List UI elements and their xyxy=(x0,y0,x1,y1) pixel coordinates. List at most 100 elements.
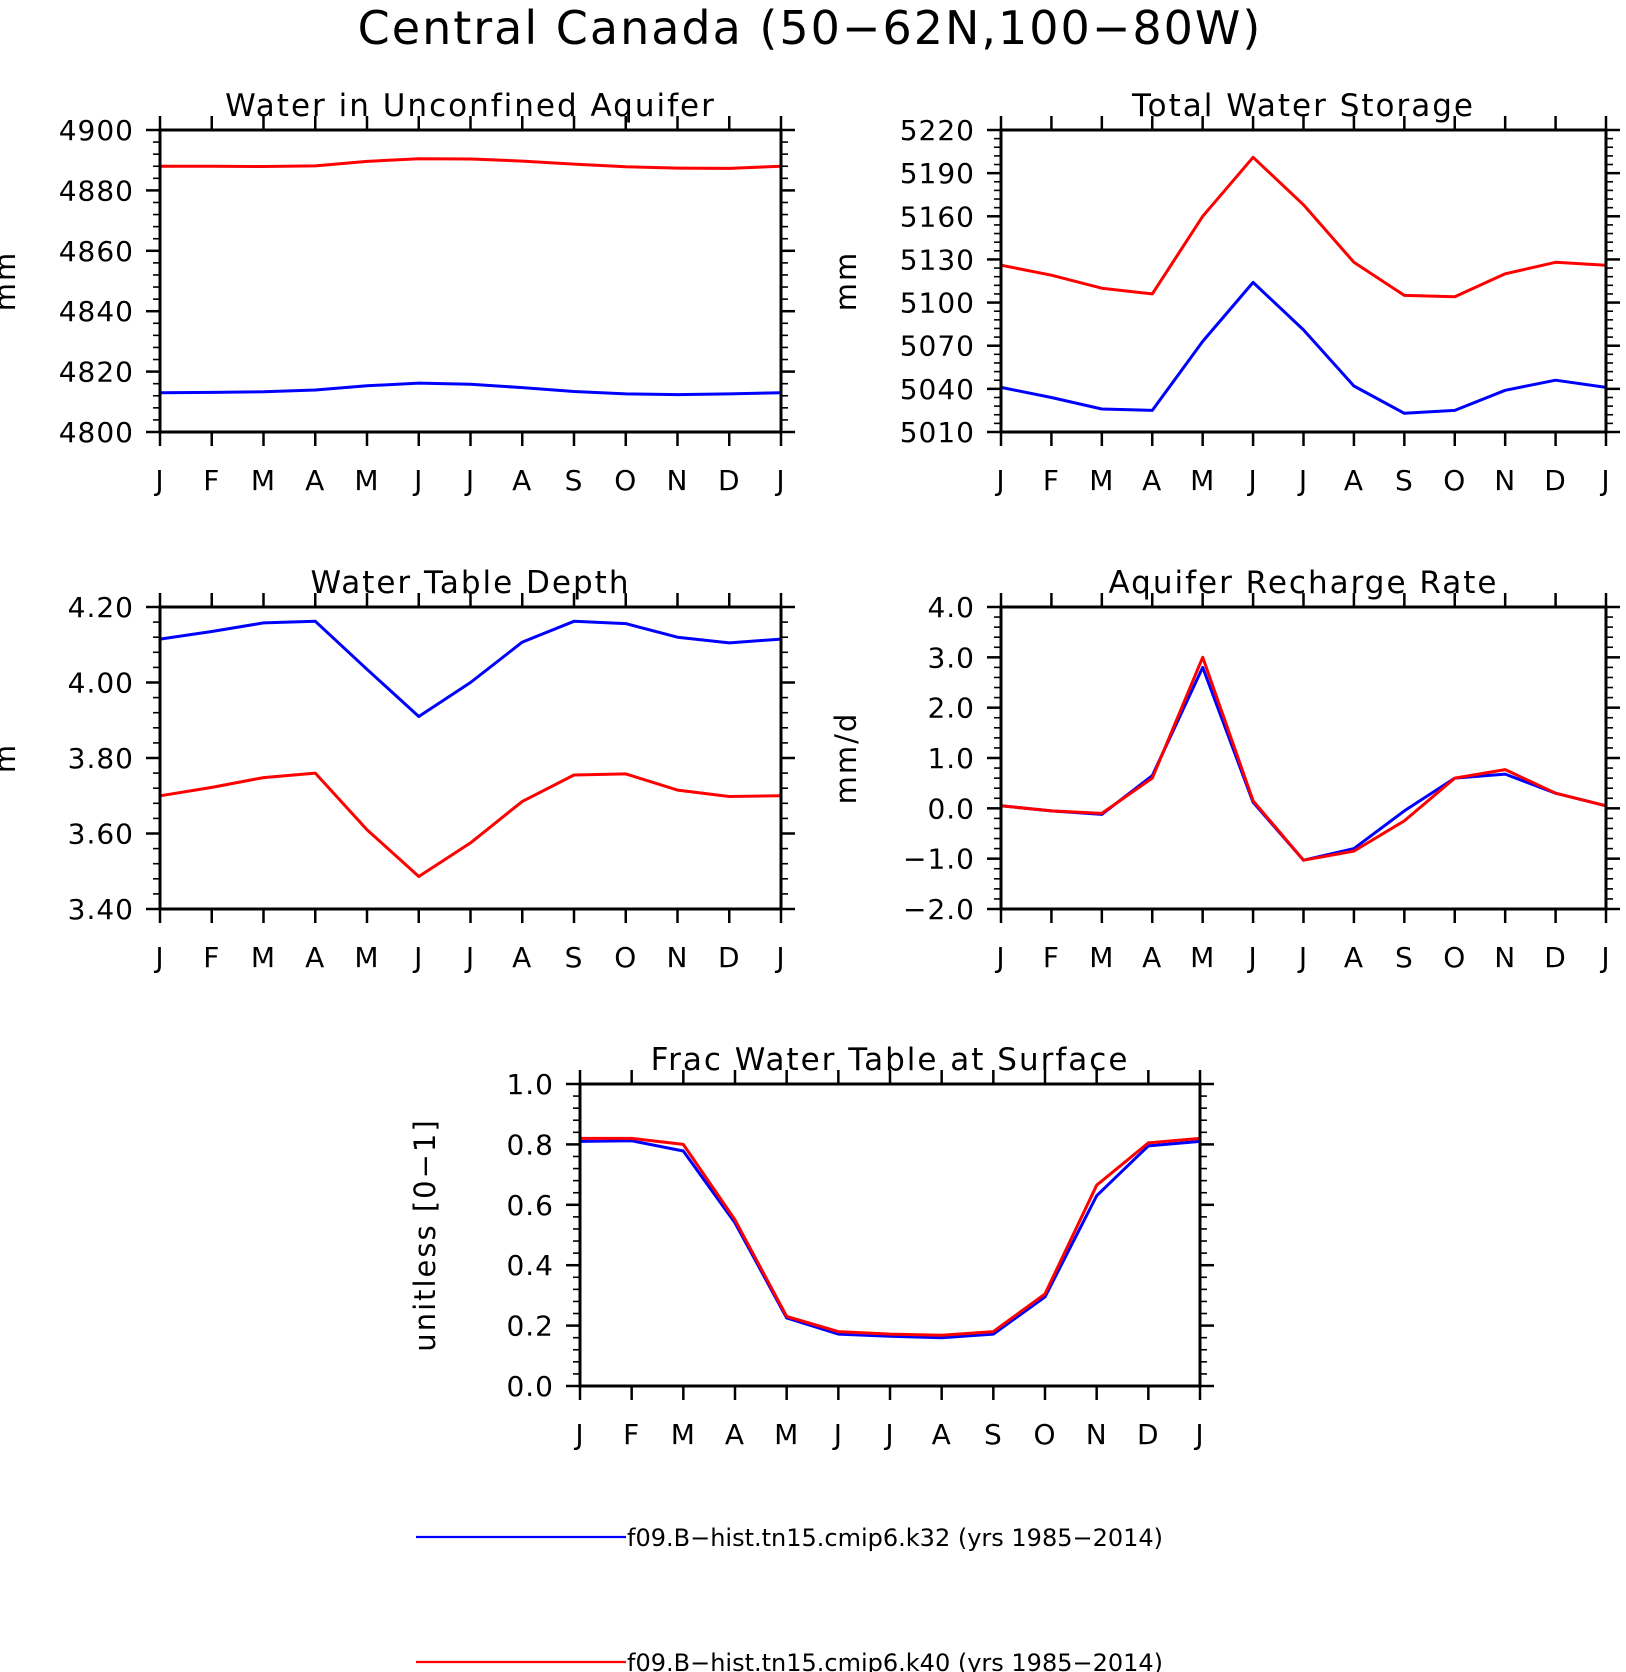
y-tick-label: 5160 xyxy=(900,200,975,233)
y-tick-label: 0.2 xyxy=(506,1310,554,1343)
x-tick-label: N xyxy=(1086,1418,1108,1451)
x-tick-label: O xyxy=(1443,464,1466,497)
y-tick-label: 3.0 xyxy=(927,641,975,674)
x-tick-label: D xyxy=(1544,464,1567,497)
chart-panel-2: Total Water Storage mm 5010 5040 5070 5100 513… xyxy=(829,88,1620,497)
y-tick-label: 4800 xyxy=(59,416,134,449)
x-tick-label: F xyxy=(203,464,220,497)
x-tick-label: J xyxy=(464,464,475,497)
y-axis-label: mm xyxy=(0,251,22,312)
x-tick-label: J xyxy=(883,1418,894,1451)
series-line-k32 xyxy=(158,381,783,397)
x-tick-label: M xyxy=(354,464,379,497)
x-tick-label: A xyxy=(512,464,532,497)
x-tick-label: N xyxy=(1494,464,1516,497)
y-tick-label: −2.0 xyxy=(903,893,975,926)
y-tick-label: 0.6 xyxy=(506,1189,554,1222)
x-tick-label: S xyxy=(1395,941,1414,974)
x-tick-label: J xyxy=(573,1418,584,1451)
x-tick-label: O xyxy=(614,941,637,974)
y-tick-label: 1.0 xyxy=(927,742,975,775)
x-tick-label: D xyxy=(718,941,741,974)
figure-title: Central Canada (50−62N,100−80W) xyxy=(358,1,1263,55)
x-tick-label: J xyxy=(153,464,164,497)
x-tick-label: A xyxy=(512,941,532,974)
legend-label-1: f09.B−hist.tn15.cmip6.k32 (yrs 1985−2014… xyxy=(627,1524,1163,1552)
panel-title: Total Water Storage xyxy=(1131,88,1475,124)
x-tick-label: J xyxy=(153,941,164,974)
x-tick-label: J xyxy=(832,1418,843,1451)
plot-frame xyxy=(578,1082,1202,1388)
plot-frame xyxy=(158,605,783,911)
y-axis-label: unitless [0−1] xyxy=(408,1118,442,1351)
x-tick-label: M xyxy=(774,1418,799,1451)
x-tick-label: N xyxy=(1494,941,1516,974)
y-tick-label: 0.0 xyxy=(506,1370,554,1403)
plot-frame xyxy=(999,128,1608,434)
x-tick-label: M xyxy=(671,1418,696,1451)
x-tick-label: A xyxy=(305,464,325,497)
series-line-k40 xyxy=(578,1136,1202,1337)
y-tick-label: 0.8 xyxy=(506,1128,554,1161)
plot-frame xyxy=(158,128,783,434)
x-tick-label: N xyxy=(667,941,689,974)
y-tick-label: 4820 xyxy=(59,356,134,389)
x-tick-label: J xyxy=(774,941,785,974)
x-tick-label: J xyxy=(412,941,423,974)
x-tick-label: J xyxy=(774,464,785,497)
y-tick-label: 5220 xyxy=(900,114,975,147)
y-tick-label: 0.4 xyxy=(506,1249,554,1282)
panels: Water in Unconfined Aquifermm48004820484… xyxy=(0,88,1620,1451)
y-axis-label: mm/d xyxy=(829,712,863,805)
x-tick-label: M xyxy=(1190,464,1215,497)
x-tick-label: A xyxy=(1344,464,1364,497)
x-tick-label: F xyxy=(1043,464,1060,497)
series-line-k40 xyxy=(158,771,783,878)
y-tick-label: 0.0 xyxy=(927,792,975,825)
y-tick-label: 4900 xyxy=(59,114,134,147)
x-tick-label: J xyxy=(1599,464,1610,497)
x-tick-label: J xyxy=(1599,941,1610,974)
y-axis-label: mm xyxy=(829,251,863,312)
series-line-k32 xyxy=(999,280,1608,415)
x-tick-label: O xyxy=(614,464,637,497)
x-tick-label: J xyxy=(412,464,423,497)
chart-panel-3: Water Table Depthm3.403.603.804.004.20JF… xyxy=(0,565,795,974)
x-tick-label: A xyxy=(1142,941,1162,974)
x-tick-label: O xyxy=(1443,941,1466,974)
plot-frame xyxy=(999,605,1608,911)
x-tick-label: F xyxy=(1043,941,1060,974)
x-tick-label: S xyxy=(984,1418,1003,1451)
x-tick-label: J xyxy=(994,464,1005,497)
chart-panel-4: Aquifer Recharge Ratemm/d−2.0−1.00.01.02… xyxy=(829,565,1620,974)
x-tick-label: N xyxy=(667,464,689,497)
y-tick-label: 4.20 xyxy=(68,591,134,624)
x-tick-label: J xyxy=(1193,1418,1204,1451)
x-tick-label: J xyxy=(1246,464,1257,497)
x-tick-label: J xyxy=(1246,941,1257,974)
x-tick-label: A xyxy=(725,1418,745,1451)
series-line-k40 xyxy=(158,157,783,170)
series-line-k32 xyxy=(999,665,1608,862)
x-tick-label: J xyxy=(1297,464,1308,497)
y-axis-label: m xyxy=(0,743,22,773)
x-tick-label: D xyxy=(1137,1418,1160,1451)
legend-label-2: f09.B−hist.tn15.cmip6.k40 (yrs 1985−2014… xyxy=(627,1649,1163,1672)
y-tick-label: 1.0 xyxy=(506,1068,554,1101)
y-tick-label: 5040 xyxy=(900,373,975,406)
x-tick-label: J xyxy=(464,941,475,974)
x-tick-label: M xyxy=(251,464,276,497)
y-tick-label: 2.0 xyxy=(927,692,975,725)
y-tick-label: 5130 xyxy=(900,243,975,276)
x-tick-label: D xyxy=(718,464,741,497)
y-tick-label: 5070 xyxy=(900,330,975,363)
y-tick-label: 5010 xyxy=(900,416,975,449)
x-tick-label: S xyxy=(1395,464,1414,497)
x-tick-label: S xyxy=(565,464,584,497)
y-tick-label: 3.40 xyxy=(68,893,134,926)
x-tick-label: A xyxy=(1142,464,1162,497)
x-tick-label: M xyxy=(1089,941,1114,974)
y-tick-label: 4880 xyxy=(59,174,134,207)
